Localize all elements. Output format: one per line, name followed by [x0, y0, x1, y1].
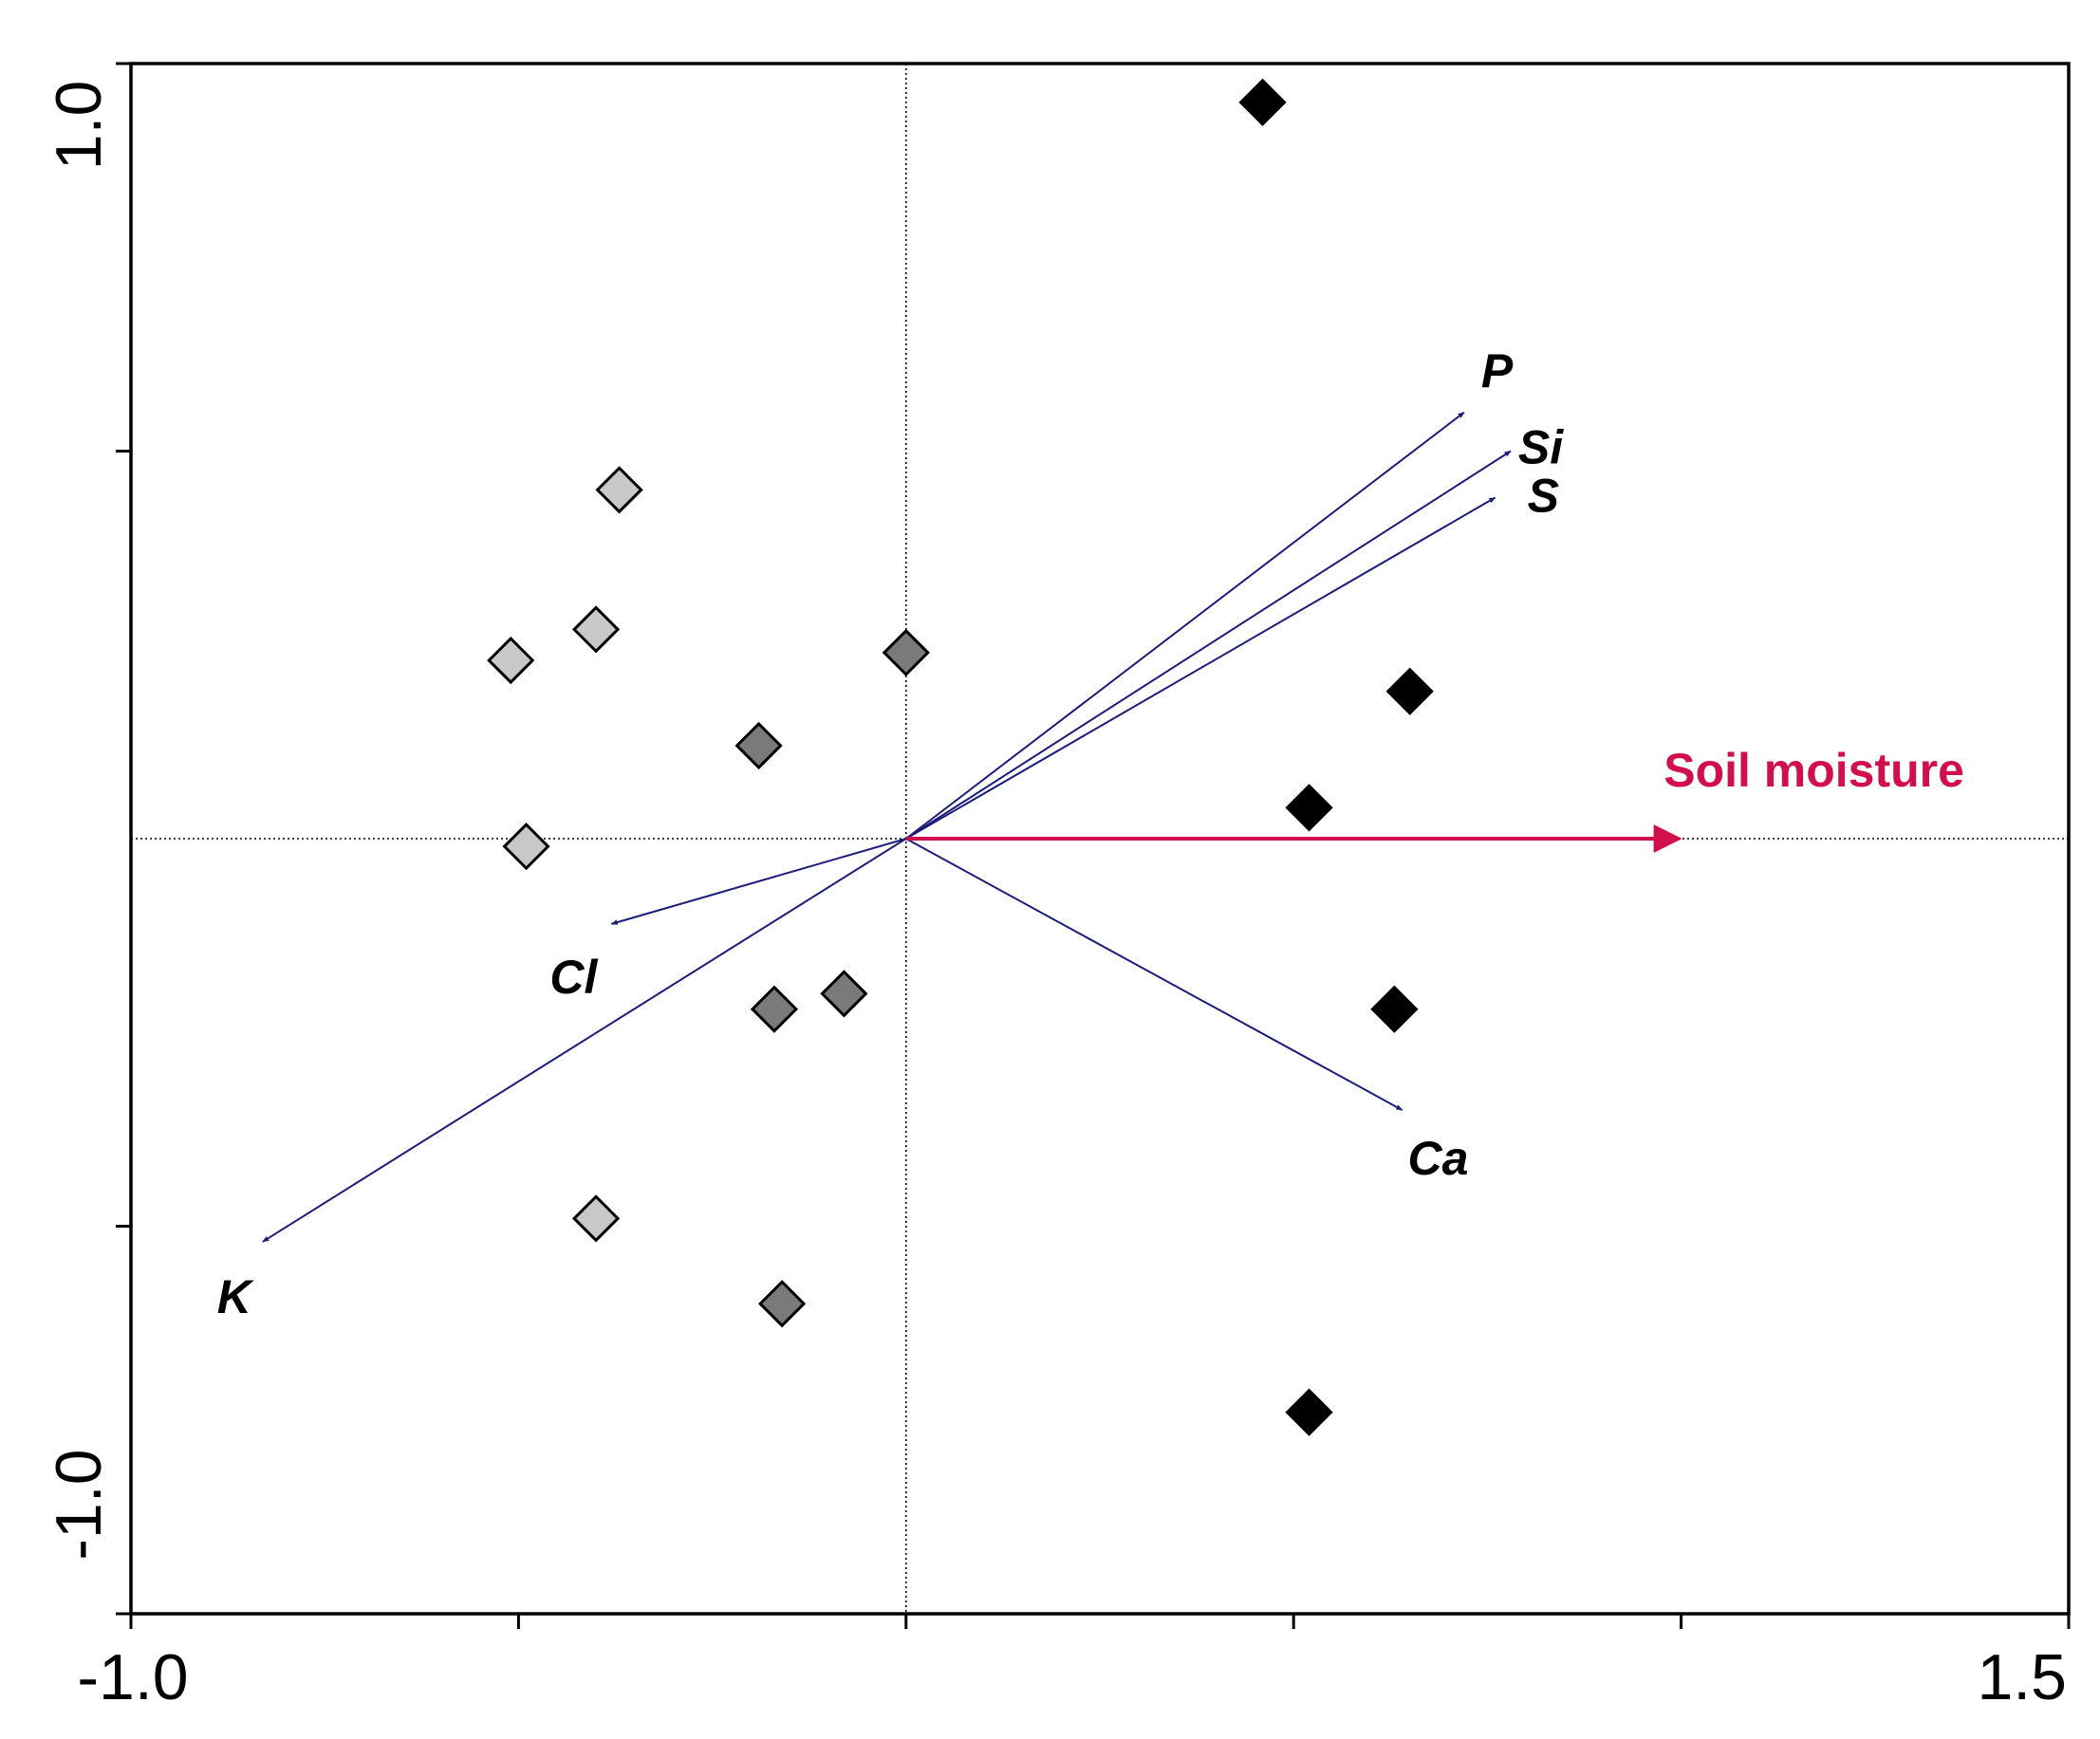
sample-points: [487, 78, 1434, 1436]
vector-arrow-si: [905, 450, 1512, 840]
vector-arrow-cl: [610, 838, 907, 925]
sample-point-group-1: [502, 823, 550, 871]
vector-arrow-p: [905, 411, 1465, 840]
sample-point-group-2: [757, 1280, 807, 1328]
sample-point-group-1: [595, 466, 643, 514]
sample-point-group-3: [1285, 784, 1333, 832]
vector-label-si: Si: [1518, 421, 1564, 474]
vector-arrow-ca: [905, 838, 1403, 1111]
sample-point-group-2: [882, 628, 930, 677]
vector-arrow-k: [262, 838, 907, 1243]
vector-label-p: P: [1481, 344, 1514, 398]
vector-arrow-s: [905, 496, 1496, 840]
sample-point-group-2: [820, 970, 868, 1018]
y-tick-label: 1.0: [43, 81, 115, 171]
sample-point-group-3: [1285, 1388, 1333, 1436]
sample-point-group-1: [487, 636, 535, 685]
plot-frame: [129, 62, 2071, 1616]
sample-point-group-2: [734, 721, 783, 770]
sample-point-group-2: [750, 985, 799, 1033]
vector-label-ca: Ca: [1408, 1132, 1469, 1185]
env-vector-label-soil-moisture: Soil moisture: [1663, 744, 1964, 797]
x-tick-label: 1.5: [1977, 1641, 2067, 1713]
species-vectors: [262, 411, 1512, 1243]
sample-point-group-3: [1238, 78, 1287, 126]
sample-point-group-3: [1385, 667, 1434, 715]
vector-label-cl: Cl: [549, 951, 598, 1004]
plot-border: [129, 62, 2071, 1616]
sample-point-group-1: [571, 1194, 621, 1243]
sample-point-group-1: [571, 605, 621, 654]
axis-ticks: -1.0 1.5 1.0 -1.0: [43, 62, 2071, 1713]
x-tick-label: -1.0: [77, 1641, 188, 1713]
sample-point-group-3: [1370, 985, 1419, 1033]
vector-label-s: S: [1528, 470, 1559, 523]
vector-label-k: K: [217, 1270, 255, 1323]
y-tick-label: -1.0: [43, 1449, 115, 1560]
